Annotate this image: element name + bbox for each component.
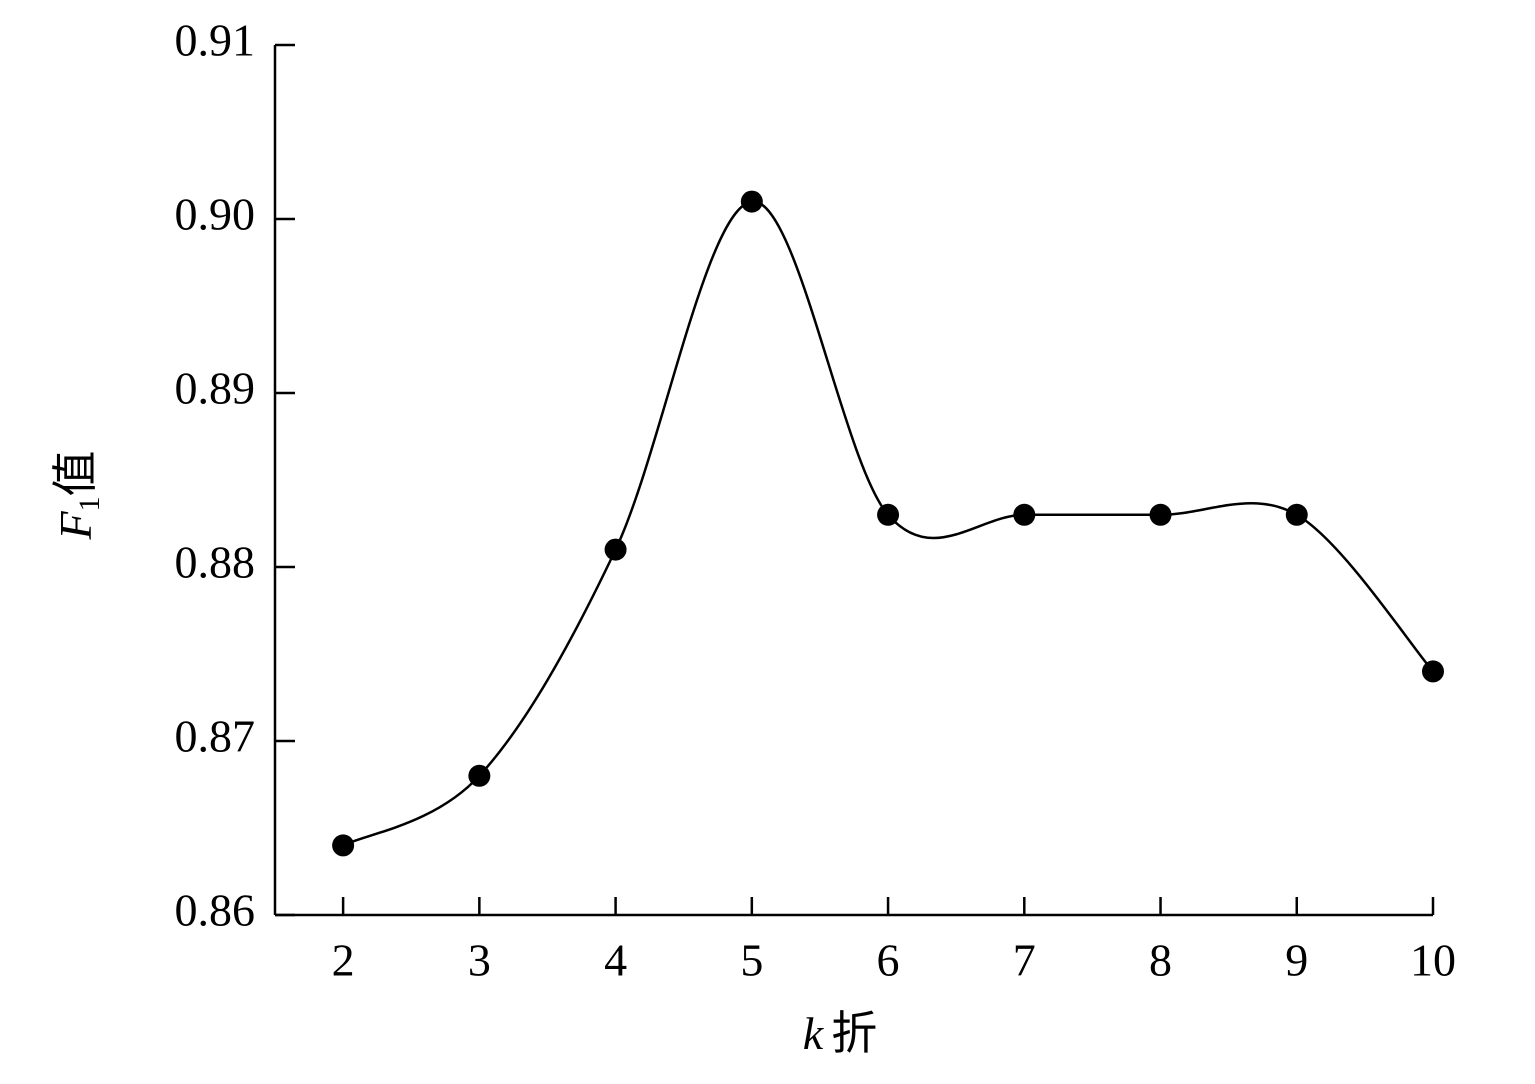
y-label-subscript: 1 [73,496,106,511]
x-tick-label: 3 [468,935,491,986]
marker [877,503,900,526]
y-tick-label: 0.88 [175,537,256,588]
x-tick-label: 9 [1285,935,1308,986]
marker [1422,660,1444,683]
marker [604,538,627,561]
marker [740,190,763,213]
x-tick-label: 4 [604,935,627,986]
x-tick-label: 2 [332,935,355,986]
y-tick-label: 0.90 [175,189,256,240]
line [342,200,1434,847]
y-label-text: 值 [50,450,101,496]
y-label-symbol: F [50,511,101,541]
x-tick-label: 10 [1410,935,1456,986]
marker [1285,503,1308,526]
x-tick-label: 6 [877,935,900,986]
y-tick-label: 0.86 [175,885,256,936]
marker [1013,503,1036,526]
x-tick-label: 7 [1013,935,1036,986]
y-tick-label: 0.91 [175,15,256,66]
marker [1149,503,1172,526]
marker [332,834,355,857]
marker [468,764,491,787]
x-tick-label: 5 [740,935,763,986]
y-tick-label: 0.89 [175,363,256,414]
y-tick-label: 0.87 [175,711,256,762]
y-axis-label: F1值 [50,450,106,540]
x-label-symbol: k [803,1008,825,1059]
x-tick-label: 8 [1149,935,1172,986]
x-label-text: 折 [831,1008,877,1059]
